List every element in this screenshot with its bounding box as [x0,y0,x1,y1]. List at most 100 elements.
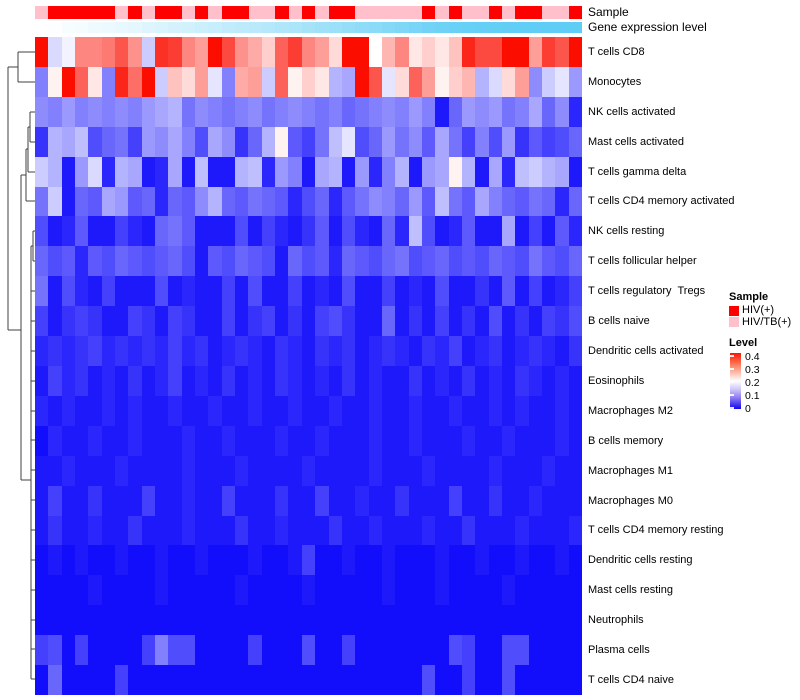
heatmap-cell [101,276,116,307]
heatmap-cell [208,246,222,277]
heatmap-cell [155,635,169,666]
heatmap-cell [568,365,582,396]
heatmap-cell [408,665,422,695]
heatmap-cell [515,126,529,157]
heatmap-cell [421,575,436,606]
heatmap-cell [275,515,289,546]
heatmap-cell [368,455,382,486]
heatmap-cell [528,425,542,456]
heatmap-cell [88,336,102,366]
heatmap-cell [235,246,249,277]
heatmap-cell [35,425,49,456]
heatmap-cell [355,37,369,67]
heatmap-cell [541,96,556,127]
heatmap-cell [301,635,316,666]
heatmap-cell [435,306,449,337]
heatmap-cell [115,485,129,516]
heatmap-cell [555,306,569,337]
heatmap-cell [221,246,236,277]
heatmap-cell [408,186,422,217]
heatmap-cell [475,276,489,307]
heatmap-cell [221,425,236,456]
heatmap-cell [221,336,236,366]
heatmap-cell [448,186,462,217]
heatmap-cell [248,605,262,636]
heatmap-cell [288,665,302,695]
heatmap-cell [301,37,316,67]
level-tick-label: 0 [745,402,751,415]
heatmap-cell [381,66,396,97]
heatmap-cell [568,156,582,187]
heatmap-cell [448,96,462,127]
row-label: Mast cells activated [588,135,684,148]
heatmap-cell [115,126,129,157]
heatmap-cell [261,37,276,67]
heatmap-cell [248,306,262,337]
heatmap-cell [515,276,529,307]
heatmap-cell [341,276,356,307]
heatmap-cell [395,515,409,546]
row-dendrogram [7,51,35,680]
heatmap-cell [461,575,476,606]
heatmap-cell [448,455,462,486]
heatmap-cell [488,96,502,127]
heatmap-cell [341,635,356,666]
heatmap-cell [488,365,502,396]
heatmap-cell [48,485,62,516]
heatmap-cell [435,276,449,307]
heatmap-cell [75,515,89,546]
heatmap-cell [408,156,422,187]
heatmap-cell [541,665,556,695]
heatmap-cell [461,455,476,486]
sample-annotation-cell [88,6,102,19]
heatmap-cell [528,66,542,97]
heatmap-cell [528,96,542,127]
heatmap-cell [421,306,436,337]
heatmap-cell [208,605,222,636]
heatmap-cell [315,276,329,307]
heatmap-cell [448,515,462,546]
gene-expression-annotation-cell [168,21,182,34]
heatmap-cell [355,186,369,217]
heatmap-cell [141,485,156,516]
heatmap-cell [368,336,382,366]
heatmap-cell [568,455,582,486]
heatmap-cell [355,276,369,307]
heatmap-cell [341,665,356,695]
heatmap-cell [528,395,542,426]
heatmap-cell [355,126,369,157]
gene-expression-annotation-cell [502,21,516,34]
heatmap-cell [381,365,396,396]
heatmap-cell [168,276,182,307]
heatmap-cell [168,575,182,606]
heatmap-cell [381,665,396,695]
heatmap-cell [448,276,462,307]
heatmap-cell [141,66,156,97]
heatmap-cell [48,276,62,307]
heatmap-cell [88,515,102,546]
heatmap-cell [435,96,449,127]
heatmap-cell [501,186,516,217]
heatmap-cell [528,365,542,396]
heatmap-cell [168,216,182,247]
gene-expression-annotation-cell [101,21,116,34]
heatmap-cell [341,216,356,247]
legend-entry-label: HIV(+) [742,304,775,316]
heatmap-cell [208,425,222,456]
heatmap-cell [235,276,249,307]
heatmap-cell [48,156,62,187]
sample-legend-entries: HIV(+) HIV/TB(+) [729,304,799,328]
heatmap-cell [315,455,329,486]
heatmap-cell [128,276,142,307]
heatmap-cell [195,216,209,247]
heatmap-cell [381,276,396,307]
heatmap-cell [168,156,182,187]
heatmap-cell [141,126,156,157]
heatmap-cell [195,635,209,666]
sample-annotation-cell [341,6,356,19]
heatmap-cell [315,425,329,456]
heatmap-cell [368,66,382,97]
heatmap-cell [435,665,449,695]
heatmap-cell [261,425,276,456]
heatmap-cell [48,216,62,247]
